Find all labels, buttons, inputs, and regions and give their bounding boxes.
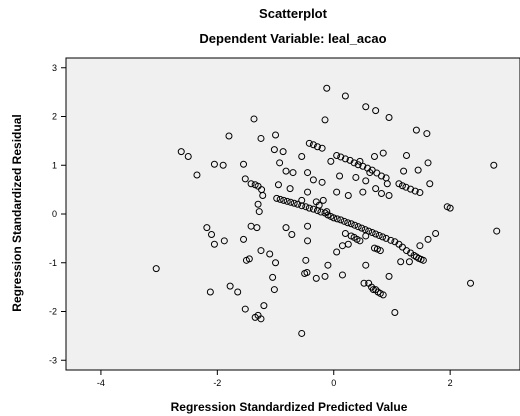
y-tick-label: 0 bbox=[52, 209, 57, 219]
y-tick-label: 2 bbox=[52, 112, 57, 122]
x-tick-label: 0 bbox=[331, 378, 336, 388]
chart-subtitle: Dependent Variable: leal_acao bbox=[199, 31, 386, 46]
y-tick-label: 1 bbox=[52, 160, 57, 170]
y-tick-label: 3 bbox=[52, 63, 57, 73]
x-tick-label: 2 bbox=[448, 378, 453, 388]
x-tick-label: -4 bbox=[97, 378, 105, 388]
x-axis: -4 -2 0 2 bbox=[97, 370, 453, 388]
y-tick-label: -3 bbox=[49, 355, 57, 365]
chart-title: Scatterplot bbox=[259, 6, 328, 21]
y-tick-label: -1 bbox=[49, 258, 57, 268]
x-tick-label: -2 bbox=[213, 378, 221, 388]
y-tick-label: -2 bbox=[49, 307, 57, 317]
x-axis-label: Regression Standardized Predicted Value bbox=[171, 400, 408, 414]
y-axis: -3 -2 -1 0 1 2 3 bbox=[49, 63, 66, 366]
plot-area bbox=[66, 58, 520, 370]
y-axis-label: Regression Standardized Residual bbox=[10, 114, 24, 311]
